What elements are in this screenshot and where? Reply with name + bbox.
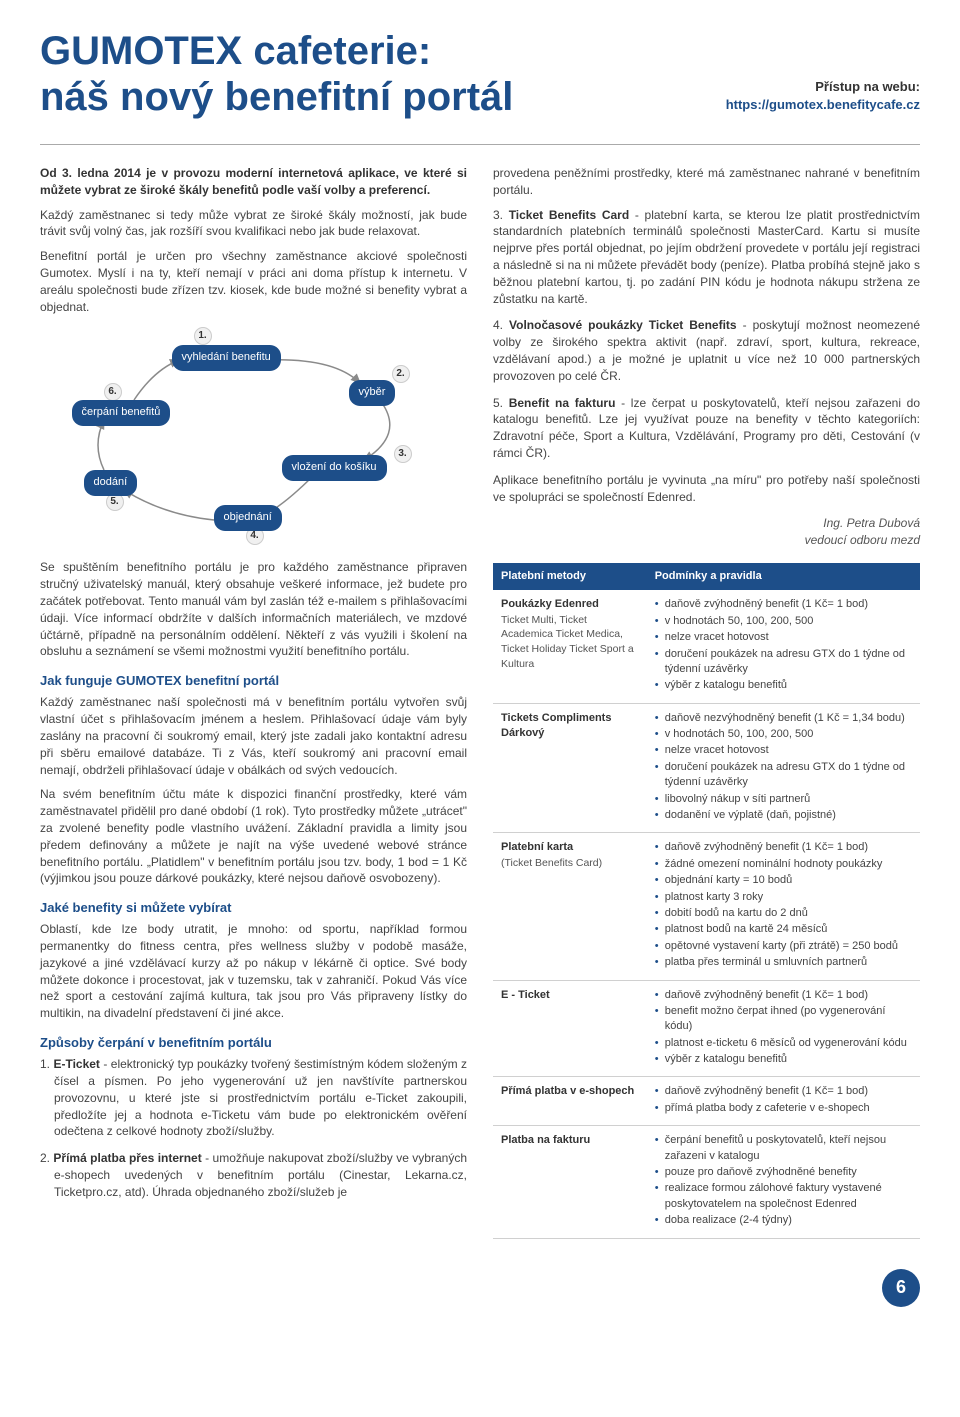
table-method-rules: daňově zvýhodněný benefit (1 Kč= 1 bod) ž…: [647, 833, 920, 980]
table-method-name: Platební karta(Ticket Benefits Card): [493, 833, 647, 980]
header-rule: [40, 144, 920, 145]
table-method-rules: daňově nezvýhodněný benefit (1 Kč = 1,34…: [647, 703, 920, 833]
section-ways-title: Způsoby čerpání v benefitním portálu: [40, 1034, 467, 1052]
diagram-badge-3: 3.: [394, 445, 412, 463]
section-benefits-p: Oblastí, kde lze body utratit, je mnoho:…: [40, 921, 467, 1022]
diagram-badge-2: 2.: [392, 365, 410, 383]
ways-list: 1. E-Ticket - elektronický typ poukázky …: [40, 1056, 467, 1200]
table-rule-item: libovolný nákup v síti partnerů: [655, 792, 912, 807]
diagram-badge-6: 6.: [104, 383, 122, 401]
table-rule-item: daňově zvýhodněný benefit (1 Kč= 1 bod): [655, 840, 912, 855]
way-item-2: 2. Přímá platba přes internet - umožňuje…: [40, 1150, 467, 1200]
table-row: Platební karta(Ticket Benefits Card)daňo…: [493, 833, 920, 980]
diagram-node-6: čerpání benefitů: [72, 400, 171, 425]
right-item-3: 3. Ticket Benefits Card - platební karta…: [493, 207, 920, 308]
title-line1: GUMOTEX cafeterie:: [40, 29, 431, 73]
table-method-rules: daňově zvýhodněný benefit (1 Kč= 1 bod) v…: [647, 590, 920, 703]
table-rule-item: opětovné vystavení karty (při ztrátě) = …: [655, 939, 912, 954]
right-column: provedena peněžními prostředky, které má…: [493, 165, 920, 1239]
table-rule-item: nelze vracet hotovost: [655, 630, 912, 645]
table-row: E - Ticketdaňově zvýhodněný benefit (1 K…: [493, 980, 920, 1077]
table-rule-item: daňově zvýhodněný benefit (1 Kč= 1 bod): [655, 988, 912, 1003]
table-rule-item: dodanění ve výplatě (daň, pojistné): [655, 808, 912, 823]
table-rule-item: doručení poukázek na adresu GTX do 1 týd…: [655, 647, 912, 678]
table-row: Platba na fakturu čerpání benefitů u posk…: [493, 1126, 920, 1238]
table-rule-item: přímá platba body z cafeterie v e-shopec…: [655, 1101, 912, 1116]
page-number: 6: [882, 1269, 920, 1307]
right-item-4: 4. Volnočasové poukázky Ticket Benefits …: [493, 317, 920, 384]
table-method-name: Poukázky EdenredTicket Multi, Ticket Aca…: [493, 590, 647, 703]
sig-name: Ing. Petra Dubová: [823, 516, 920, 530]
diagram-node-5: dodání: [84, 470, 138, 495]
right-para-1: provedena peněžními prostředky, které má…: [493, 165, 920, 199]
table-row: Přímá platba v e-shopechdaňově zvýhodněn…: [493, 1077, 920, 1126]
way-item-1: 1. E-Ticket - elektronický typ poukázky …: [40, 1056, 467, 1140]
right-item-5: 5. Benefit na fakturu - lze čerpat u pos…: [493, 395, 920, 462]
access-block: Přístup na webu: https://gumotex.benefit…: [726, 78, 920, 114]
section-benefits-title: Jaké benefity si můžete vybírat: [40, 899, 467, 917]
diagram-badge-1: 1.: [194, 327, 212, 345]
table-method-rules: daňově zvýhodněný benefit (1 Kč= 1 bod)b…: [647, 980, 920, 1077]
table-method-name: Tickets Compliments Dárkový: [493, 703, 647, 833]
diagram-node-3: vložení do košíku: [282, 455, 387, 480]
table-rule-item: daňově zvýhodněný benefit (1 Kč= 1 bod): [655, 597, 912, 612]
table-rule-item: čerpání benefitů u poskytovatelů, kteří …: [655, 1133, 912, 1164]
table-rule-item: v hodnotách 50, 100, 200, 500: [655, 614, 912, 629]
title-line2: náš nový benefitní portál: [40, 75, 513, 119]
table-rule-item: v hodnotách 50, 100, 200, 500: [655, 727, 912, 742]
table-rule-item: dobití bodů na kartu do 2 dnů: [655, 906, 912, 921]
table-rule-item: benefit možno čerpat ihned (po vygenerov…: [655, 1004, 912, 1035]
table-method-rules: daňově zvýhodněný benefit (1 Kč= 1 bod) p…: [647, 1077, 920, 1126]
access-label: Přístup na webu:: [726, 78, 920, 96]
table-rule-item: daňově zvýhodněný benefit (1 Kč= 1 bod): [655, 1084, 912, 1099]
table-method-name: Přímá platba v e-shopech: [493, 1077, 647, 1126]
process-diagram: 1.vyhledání benefitu 2.výběr 3. vložení do …: [64, 325, 444, 545]
table-rule-item: výběr z katalogu benefitů: [655, 1052, 912, 1067]
table-rule-item: nelze vracet hotovost: [655, 743, 912, 758]
diagram-badge-5: 5.: [106, 493, 124, 511]
left-para-4: Se spuštěním benefitního portálu je pro …: [40, 559, 467, 660]
table-rule-item: objednání karty = 10 bodů: [655, 873, 912, 888]
table-method-rules: čerpání benefitů u poskytovatelů, kteří …: [647, 1126, 920, 1238]
table-rule-item: doručení poukázek na adresu GTX do 1 týd…: [655, 760, 912, 791]
section-how-works-p1: Každý zaměstnanec naší společnosti má v …: [40, 694, 467, 778]
table-rule-item: výběr z katalogu benefitů: [655, 678, 912, 693]
diagram-node-2: výběr: [349, 380, 396, 405]
left-column: Od 3. ledna 2014 je v provozu moderní in…: [40, 165, 467, 1239]
table-method-name: Platba na fakturu: [493, 1126, 647, 1238]
table-rule-item: platnost e-ticketu 6 měsíců od vygenerov…: [655, 1036, 912, 1051]
columns: Od 3. ledna 2014 je v provozu moderní in…: [40, 165, 920, 1239]
table-head-rules: Podmínky a pravidla: [647, 563, 920, 590]
payment-table: Platební metody Podmínky a pravidla Pouk…: [493, 563, 920, 1239]
table-row: Tickets Compliments Dárkový daňově nezvýh…: [493, 703, 920, 833]
section-how-works-title: Jak funguje GUMOTEX benefitní portál: [40, 672, 467, 690]
header: GUMOTEX cafeterie: náš nový benefitní po…: [40, 28, 920, 120]
diagram-node-4: objednání: [214, 505, 282, 530]
table-rule-item: pouze pro daňově zvýhodněné benefity: [655, 1165, 912, 1180]
table-rule-item: žádné omezení nominální hodnoty poukázky: [655, 857, 912, 872]
table-row: Poukázky EdenredTicket Multi, Ticket Aca…: [493, 590, 920, 703]
access-url[interactable]: https://gumotex.benefitycafe.cz: [726, 96, 920, 114]
table-rule-item: daňově nezvýhodněný benefit (1 Kč = 1,34…: [655, 711, 912, 726]
right-outro: Aplikace benefitního portálu je vyvinuta…: [493, 472, 920, 506]
section-how-works-p2: Na svém benefitním účtu máte k dispozici…: [40, 786, 467, 887]
table-rule-item: platba přes terminál u smluvních partner…: [655, 955, 912, 970]
sig-role: vedoucí odboru mezd: [805, 533, 920, 547]
table-method-name: E - Ticket: [493, 980, 647, 1077]
left-para-3: Benefitní portál je určen pro všechny za…: [40, 248, 467, 315]
intro-para: Od 3. ledna 2014 je v provozu moderní in…: [40, 165, 467, 199]
left-para-2: Každý zaměstnanec si tedy může vybrat ze…: [40, 207, 467, 241]
table-rule-item: platnost bodů na kartě 24 měsíců: [655, 922, 912, 937]
table-head-methods: Platební metody: [493, 563, 647, 590]
table-rule-item: platnost karty 3 roky: [655, 890, 912, 905]
table-rule-item: doba realizace (2-4 týdny): [655, 1213, 912, 1228]
signature: Ing. Petra Dubová vedoucí odboru mezd: [493, 515, 920, 549]
diagram-node-1: vyhledání benefitu: [172, 345, 281, 370]
table-rule-item: realizace formou zálohové faktury vystav…: [655, 1181, 912, 1212]
